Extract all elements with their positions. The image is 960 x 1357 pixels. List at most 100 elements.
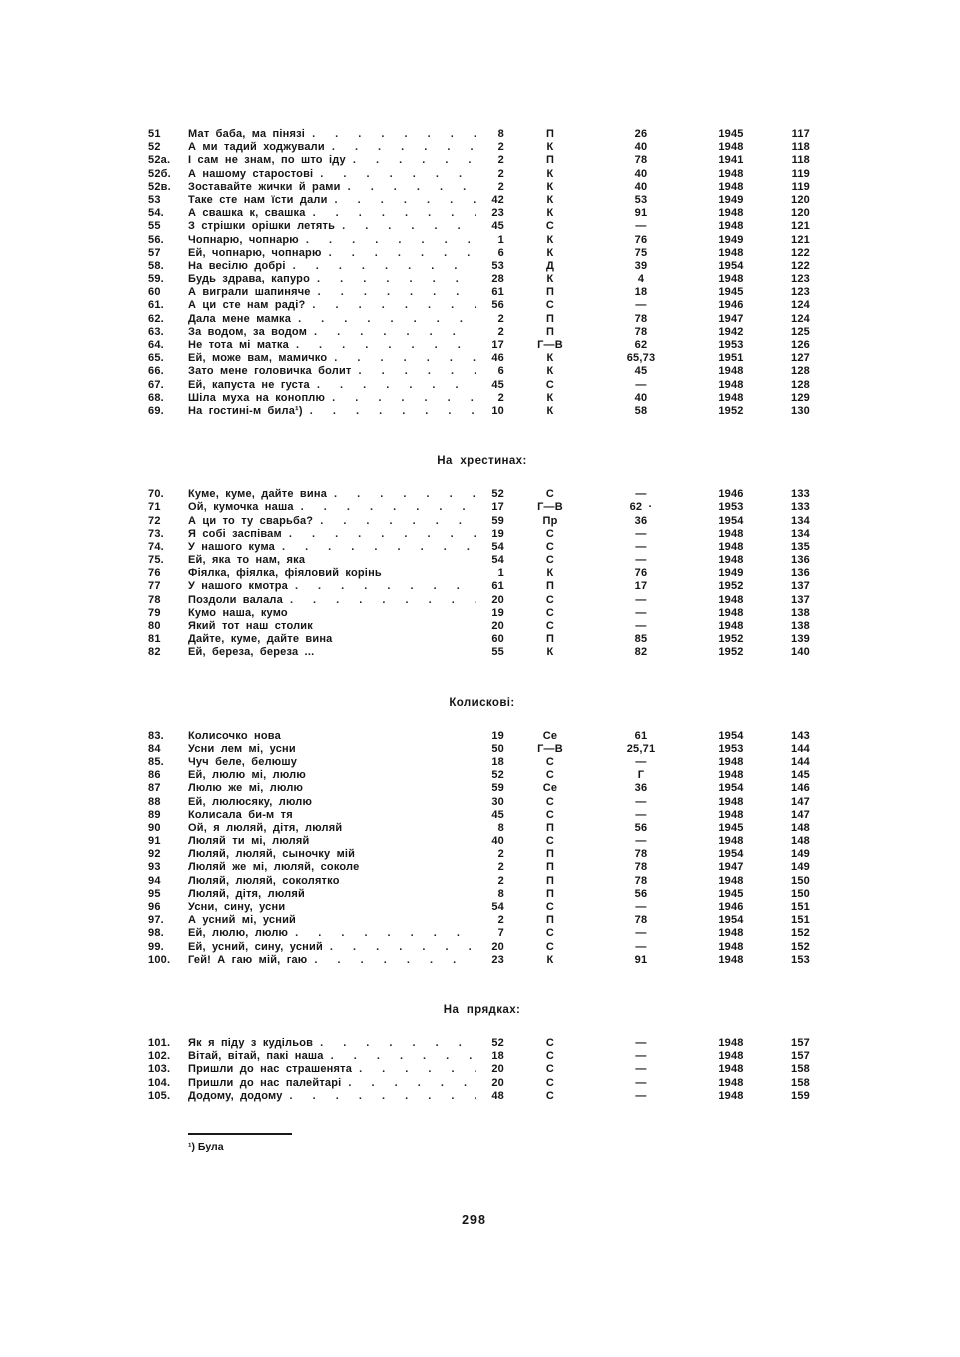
song-title-text: За водом, за водом bbox=[188, 325, 308, 338]
col-ref: 82 bbox=[634, 646, 648, 659]
song-index-table: 51 Мат баба, ма пінязі . . . . . . . . . .… bbox=[148, 128, 816, 1103]
col-source: П bbox=[545, 633, 555, 646]
dot-leader: . . . . . . . . . . . . . . . . . . . . … bbox=[342, 220, 476, 233]
table-row: 59. Будь здрава, капуро . . . . . . . . . … bbox=[148, 273, 816, 286]
col-variant: 59 bbox=[491, 514, 504, 527]
col-page: 118 bbox=[791, 141, 810, 154]
col-source: С bbox=[545, 593, 555, 606]
song-number: 105. bbox=[148, 1089, 171, 1102]
song-title-text: Додому, додому bbox=[188, 1089, 283, 1102]
dot-leader: . . . . . . . . . . . . . . . . . . . . … bbox=[334, 352, 476, 365]
col-ref: — bbox=[635, 540, 647, 553]
song-title-text: Усни лем мі, усни bbox=[188, 742, 296, 755]
song-number: 52а. bbox=[148, 154, 171, 167]
col-source: С bbox=[545, 835, 555, 848]
song-title-text: На весілю добрі bbox=[188, 259, 286, 272]
col-ref: 40 bbox=[634, 180, 648, 193]
dot-leader: . . . . . . . . . . . . . . . . . . . . … bbox=[294, 580, 476, 593]
col-source: Пр bbox=[542, 514, 558, 527]
col-ref: 91 bbox=[634, 953, 648, 966]
song-title: А ци сте нам раді? . . . . . . . . . . . … bbox=[188, 299, 476, 312]
col-source: С bbox=[545, 769, 555, 782]
song-number: 59. bbox=[148, 273, 164, 286]
col-ref: 78 bbox=[634, 861, 648, 874]
song-number: 83. bbox=[148, 729, 164, 742]
col-variant: 2 bbox=[497, 391, 504, 404]
col-source: К bbox=[546, 404, 554, 417]
song-title-text: Люляй ти мі, люляй bbox=[188, 835, 310, 848]
table-row: 95 Люляй, дітя, люляй 8 П 56 1945 150 bbox=[148, 888, 816, 901]
col-page: 126 bbox=[791, 339, 810, 351]
col-page: 136 bbox=[791, 554, 810, 567]
col-variant: 20 bbox=[491, 940, 504, 953]
song-title: Ой, я люляй, дітя, люляй bbox=[188, 822, 476, 835]
col-year: 1946 bbox=[718, 299, 744, 312]
col-source: С bbox=[545, 606, 555, 619]
col-source: Г—В bbox=[537, 339, 563, 351]
song-title-text: Як я піду з кудільов bbox=[188, 1036, 314, 1049]
col-variant: 17 bbox=[491, 339, 504, 351]
song-title: Я собі заспівам . . . . . . . . . . . . .… bbox=[188, 528, 476, 541]
song-title-text: Люляй же мі, люляй, соколе bbox=[188, 861, 360, 874]
song-title-text: Люляй, дітя, люляй bbox=[188, 887, 305, 900]
col-source: К bbox=[546, 391, 554, 404]
table-row: 100. Гей! А гаю мій, гаю . . . . . . . . .… bbox=[148, 954, 816, 967]
col-ref: 65,73 bbox=[626, 352, 656, 365]
song-title-text: А ци то ту сварьба? bbox=[188, 514, 314, 527]
col-year: 1949 bbox=[718, 233, 744, 246]
col-ref: 78 bbox=[634, 874, 648, 887]
song-title: Ей, може вам, мамичко . . . . . . . . . .… bbox=[188, 352, 476, 365]
song-title: Ей, усний, сину, усний . . . . . . . . . … bbox=[188, 941, 476, 954]
song-title-text: А ци сте нам раді? bbox=[188, 299, 306, 312]
col-variant: 19 bbox=[491, 527, 504, 540]
col-source: К bbox=[546, 365, 554, 378]
song-number: 52б. bbox=[148, 167, 171, 180]
song-title-text: Мат баба, ма пінязі bbox=[188, 128, 306, 140]
song-number: 88 bbox=[148, 795, 161, 808]
song-title: Пришли до нас палейтарі . . . . . . . . .… bbox=[188, 1077, 476, 1090]
song-title-text: Ей, береза, береза ... bbox=[188, 646, 315, 659]
col-ref: 61 bbox=[634, 729, 648, 742]
col-variant: 1 bbox=[497, 567, 504, 580]
dot-leader: . . . . . . . . . . . . . . . . . . . . … bbox=[330, 1050, 476, 1063]
col-source: С bbox=[545, 901, 555, 913]
col-year: 1945 bbox=[718, 286, 744, 299]
song-title-text: Шіла муха на коноплю bbox=[188, 391, 326, 404]
song-title: На гостині-м била¹) . . . . . . . . . . .… bbox=[188, 405, 476, 418]
song-title: Дайте, куме, дайте вина bbox=[188, 633, 476, 646]
song-number: 91 bbox=[148, 835, 161, 848]
col-ref: 17 bbox=[634, 580, 648, 593]
col-source: П bbox=[545, 325, 555, 338]
table-row: 101. Як я піду з кудільов . . . . . . . . … bbox=[148, 1037, 816, 1050]
song-title: На весілю добрі . . . . . . . . . . . . .… bbox=[188, 260, 476, 273]
col-year: 1946 bbox=[718, 901, 744, 913]
col-variant: 54 bbox=[491, 554, 504, 567]
dot-leader: . . . . . . . . . . . . . . . . . . . . … bbox=[334, 193, 476, 206]
footnote-text: ¹) Була bbox=[188, 1141, 224, 1153]
col-page: 119 bbox=[791, 167, 810, 180]
song-title-text: Колисочко нова bbox=[188, 729, 281, 742]
song-number: 94 bbox=[148, 874, 161, 887]
col-source: Г—В bbox=[537, 501, 563, 514]
col-year: 1948 bbox=[718, 141, 744, 154]
song-title-text: Ей, усний, сину, усний bbox=[188, 940, 323, 953]
col-year: 1948 bbox=[718, 953, 744, 966]
col-source: С bbox=[545, 795, 555, 808]
col-year: 1948 bbox=[718, 1050, 744, 1063]
song-title-text: Зоставайте жички й рами bbox=[188, 180, 341, 193]
dot-leader: . . . . . . . . . . . . . . . . . . . . … bbox=[328, 246, 476, 259]
song-title: Чопнарю, чопнарю . . . . . . . . . . . . … bbox=[188, 234, 476, 247]
song-number: 74. bbox=[148, 540, 164, 553]
song-number: 73. bbox=[148, 527, 164, 540]
song-title: Вітай, вітай, пакі наша . . . . . . . . .… bbox=[188, 1050, 476, 1063]
song-title-text: Ей, капуста не густа bbox=[188, 378, 310, 391]
col-year: 1952 bbox=[718, 404, 744, 417]
col-page: 152 bbox=[791, 940, 810, 953]
col-ref: — bbox=[635, 755, 647, 768]
song-title-text: У нашого кмотра bbox=[188, 580, 288, 593]
song-title: Люляй, дітя, люляй bbox=[188, 888, 476, 901]
col-year: 1947 bbox=[718, 312, 744, 325]
song-number: 90 bbox=[148, 821, 161, 834]
song-title: Ой, кумочка наша . . . . . . . . . . . . … bbox=[188, 501, 476, 514]
